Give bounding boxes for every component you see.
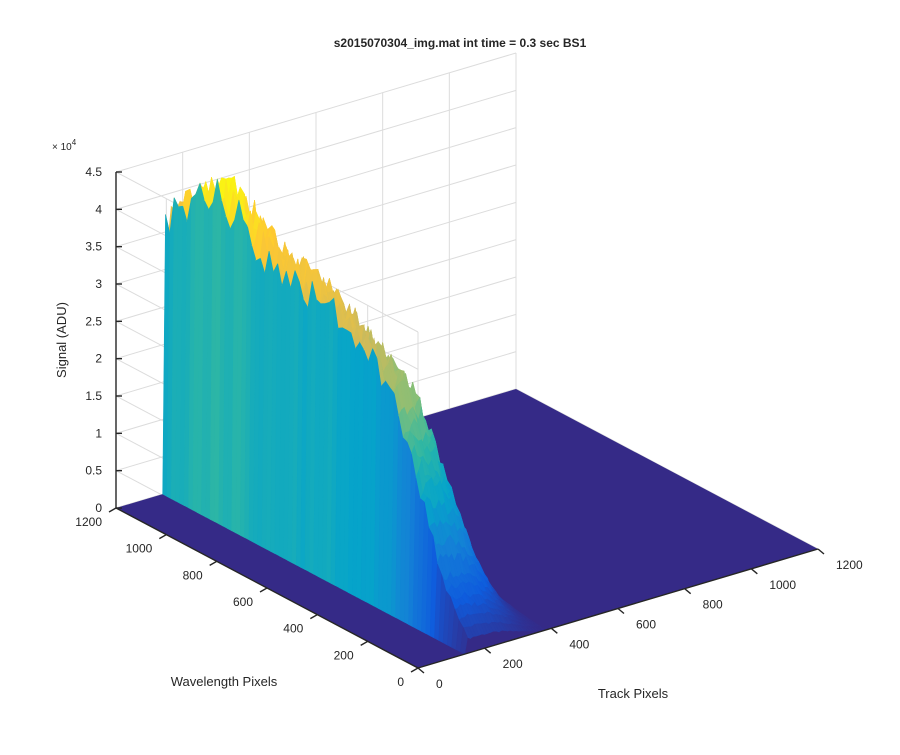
x-tick-label: 200 [503,657,523,671]
z-tick-label: 4.5 [85,165,102,179]
x-tick-label: 400 [569,637,589,651]
z-axis-label: Signal (ADU) [54,302,69,378]
x-tick-label: 1000 [769,578,796,592]
y-tick-label: 0 [397,675,404,689]
z-tick-label: 1.5 [85,389,102,403]
signal-surface [162,175,546,655]
y-tick-mark [259,587,268,593]
y-tick-label: 1000 [126,542,153,556]
y-tick-label: 800 [183,568,203,582]
z-tick-label: 3 [95,277,102,291]
y-tick-mark [410,667,419,673]
x-tick-mark [550,627,558,634]
x-tick-mark [617,607,625,615]
chart-title: s2015070304_img.mat int time = 0.3 sec B… [334,36,587,50]
surface-patch [460,626,468,655]
z-tick-label: 0.5 [85,464,102,478]
z-exponent-base: × 10 [52,142,72,153]
z-tick-label: 0 [95,501,102,515]
y-tick-mark [309,614,318,620]
tick-labels: 0200400600800100012000200400600800100012… [75,165,863,691]
y-tick-mark [108,507,117,513]
z-exponent-value: 4 [72,138,77,147]
x-tick-mark [750,568,758,575]
x-tick-mark [484,647,492,654]
y-tick-label: 1200 [75,515,102,529]
y-tick-mark [209,560,218,566]
x-axis-label: Track Pixels [598,686,669,701]
z-tick-label: 4 [95,202,102,216]
x-tick-label: 0 [436,677,443,691]
x-tick-label: 1200 [836,558,863,572]
z-tick-label: 2 [95,352,102,366]
y-tick-label: 200 [334,648,354,662]
x-tick-label: 800 [703,598,723,612]
z-tick-label: 2.5 [85,314,102,328]
z-exponent-label: × 104 [52,138,77,153]
y-tick-label: 600 [233,595,253,609]
y-tick-mark [158,534,167,540]
z-tick-label: 1 [95,426,102,440]
y-tick-label: 400 [283,622,303,636]
x-tick-label: 600 [636,618,656,632]
y-tick-mark [360,640,369,646]
x-tick-mark [817,548,825,555]
x-tick-mark [417,667,425,674]
y-axis-label: Wavelength Pixels [171,674,278,689]
z-tick-label: 3.5 [85,240,102,254]
x-tick-mark [684,588,692,595]
